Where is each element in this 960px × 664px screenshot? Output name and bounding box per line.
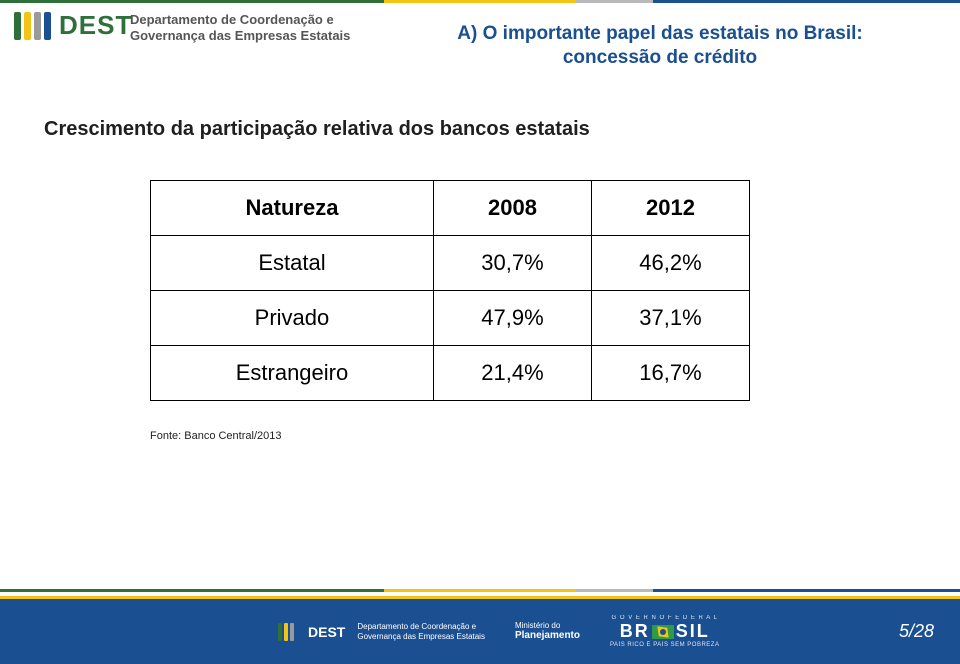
cell: 47,9% bbox=[433, 291, 591, 346]
cell: Estrangeiro bbox=[151, 346, 434, 401]
table-row: Estatal 30,7% 46,2% bbox=[151, 236, 750, 291]
cell: 16,7% bbox=[591, 346, 749, 401]
logo-block: DEST bbox=[14, 10, 132, 41]
cell: Privado bbox=[151, 291, 434, 346]
footer: DEST Departamento de Coordenação e Gover… bbox=[0, 596, 960, 664]
header-dept-text: Departamento de Coordenação e Governança… bbox=[130, 12, 350, 43]
logo-bar bbox=[34, 12, 41, 40]
footer-dept-line1: Departamento de Coordenação e bbox=[357, 622, 485, 631]
gov-mid-row: BR SIL bbox=[610, 621, 719, 642]
cell: Estatal bbox=[151, 236, 434, 291]
logo-row: DEST bbox=[14, 10, 132, 41]
footer-dept-line2: Governança das Empresas Estatais bbox=[357, 632, 485, 641]
col-header: 2008 bbox=[433, 181, 591, 236]
logo-text: DEST bbox=[59, 10, 132, 41]
gov-bottom-text: PAÍS RICO É PAÍS SEM POBREZA bbox=[610, 642, 719, 648]
col-header: 2012 bbox=[591, 181, 749, 236]
page-number: 5/28 bbox=[899, 621, 934, 642]
footer-bar bbox=[296, 623, 300, 641]
gov-brand-right: SIL bbox=[676, 621, 710, 642]
table-row: Privado 47,9% 37,1% bbox=[151, 291, 750, 346]
bottom-accent-line bbox=[0, 589, 960, 592]
footer-gov-block: G O V E R N O F E D E R A L BR SIL PAÍS … bbox=[610, 615, 719, 648]
cell: 46,2% bbox=[591, 236, 749, 291]
logo-bar bbox=[24, 12, 31, 40]
cell: 21,4% bbox=[433, 346, 591, 401]
cell: 30,7% bbox=[433, 236, 591, 291]
footer-logo-bars-icon bbox=[278, 623, 300, 641]
footer-bar bbox=[290, 623, 294, 641]
footer-bar bbox=[278, 623, 282, 641]
footer-bar bbox=[284, 623, 288, 641]
footer-min-line1: Ministério do bbox=[515, 621, 580, 630]
source-text: Fonte: Banco Central/2013 bbox=[150, 430, 281, 442]
header-accent-line bbox=[0, 0, 960, 3]
page-total: 28 bbox=[914, 621, 934, 641]
header-line1: Departamento de Coordenação e bbox=[130, 12, 350, 28]
table-row: Estrangeiro 21,4% 16,7% bbox=[151, 346, 750, 401]
footer-dept-text: Departamento de Coordenação e Governança… bbox=[357, 622, 485, 640]
logo-bar bbox=[44, 12, 51, 40]
footer-ministry: Ministério do Planejamento bbox=[515, 621, 580, 642]
table-header-row: Natureza 2008 2012 bbox=[151, 181, 750, 236]
footer-dest-text: DEST bbox=[308, 624, 345, 640]
title-line-1: A) O importante papel das estatais no Br… bbox=[400, 22, 920, 46]
logo-bar bbox=[14, 12, 21, 40]
subtitle: Crescimento da participação relativa dos… bbox=[44, 118, 590, 141]
gov-brand-left: BR bbox=[620, 621, 650, 642]
logo-bars-icon bbox=[14, 12, 51, 40]
footer-min-line2: Planejamento bbox=[515, 630, 580, 642]
gov-top-text: G O V E R N O F E D E R A L bbox=[610, 615, 719, 621]
brazil-flag-icon bbox=[652, 625, 674, 639]
header-line2: Governança das Empresas Estatais bbox=[130, 28, 350, 44]
data-table: Natureza 2008 2012 Estatal 30,7% 46,2% P… bbox=[150, 180, 750, 401]
page-current: 5 bbox=[899, 621, 909, 641]
footer-left: DEST Departamento de Coordenação e Gover… bbox=[278, 622, 485, 640]
gov-brand: G O V E R N O F E D E R A L BR SIL PAÍS … bbox=[610, 615, 719, 648]
page-title: A) O importante papel das estatais no Br… bbox=[400, 22, 920, 70]
cell: 37,1% bbox=[591, 291, 749, 346]
title-line-2: concessão de crédito bbox=[400, 46, 920, 70]
col-header: Natureza bbox=[151, 181, 434, 236]
